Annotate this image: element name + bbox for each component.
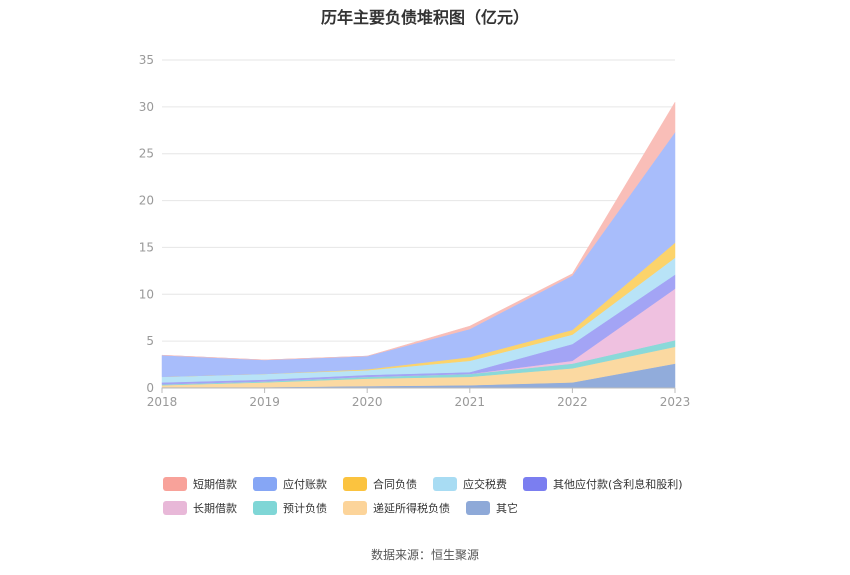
legend-swatch — [523, 477, 547, 491]
legend-swatch — [253, 501, 277, 515]
y-tick-label: 10 — [139, 287, 154, 301]
legend-item[interactable]: 应付账款 — [253, 476, 327, 492]
legend-item[interactable]: 其他应付款(含利息和股利) — [523, 476, 683, 492]
legend-swatch — [343, 477, 367, 491]
legend-item[interactable]: 合同负债 — [343, 476, 417, 492]
y-tick-label: 20 — [139, 194, 154, 208]
legend-item[interactable]: 预计负债 — [253, 500, 327, 516]
y-tick-label: 15 — [139, 240, 154, 254]
y-tick-label: 30 — [139, 100, 154, 114]
legend: 短期借款 应付账款 合同负债 应交税费 其他应付款(含利息和股利) 长期借款 预计负债 递延… — [163, 472, 723, 520]
x-tick-label: 2022 — [557, 395, 588, 409]
x-tick-label: 2023 — [660, 395, 691, 409]
x-tick-label: 2021 — [455, 395, 486, 409]
legend-item[interactable]: 短期借款 — [163, 476, 237, 492]
legend-swatch — [163, 501, 187, 515]
y-tick-label: 35 — [139, 53, 154, 67]
legend-swatch — [343, 501, 367, 515]
legend-item[interactable]: 长期借款 — [163, 500, 237, 516]
legend-swatch — [253, 477, 277, 491]
legend-label: 合同负债 — [373, 478, 417, 491]
legend-item[interactable]: 应交税费 — [433, 476, 507, 492]
legend-swatch — [163, 477, 187, 491]
legend-label: 其他应付款(含利息和股利) — [553, 478, 683, 491]
y-tick-label: 0 — [146, 381, 154, 395]
legend-item[interactable]: 递延所得税负债 — [343, 500, 450, 516]
legend-row: 长期借款 预计负债 递延所得税负债 其它 — [163, 496, 723, 520]
chart-title: 历年主要负债堆积图（亿元） — [320, 8, 529, 27]
legend-row: 短期借款 应付账款 合同负债 应交税费 其他应付款(含利息和股利) — [163, 472, 723, 496]
legend-swatch — [466, 501, 490, 515]
legend-swatch — [433, 477, 457, 491]
series-area — [161, 101, 676, 361]
y-tick-label: 5 — [146, 334, 154, 348]
legend-label: 短期借款 — [193, 478, 237, 491]
legend-label: 预计负债 — [283, 502, 327, 515]
y-tick-label: 25 — [139, 147, 154, 161]
axis-layer: 0 5 10 15 20 25 30 35 2018 2019 2020 2021 2022 2023 — [139, 53, 691, 409]
legend-label: 其它 — [496, 502, 518, 515]
x-tick-label: 2019 — [249, 395, 280, 409]
x-tick-label: 2018 — [147, 395, 178, 409]
legend-item[interactable]: 其它 — [466, 500, 518, 516]
legend-label: 应交税费 — [463, 478, 507, 491]
legend-label: 长期借款 — [193, 502, 237, 515]
legend-label: 递延所得税负债 — [373, 502, 450, 515]
area-layer — [161, 101, 676, 389]
x-tick-label: 2020 — [352, 395, 383, 409]
legend-label: 应付账款 — [283, 478, 327, 491]
source-note: 数据来源：恒生聚源 — [370, 548, 479, 562]
